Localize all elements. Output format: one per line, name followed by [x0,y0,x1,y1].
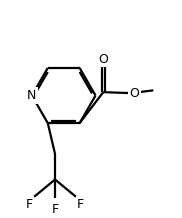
Text: F: F [26,198,33,211]
Text: O: O [98,53,108,66]
Text: F: F [52,203,59,216]
Text: N: N [27,89,37,102]
Text: F: F [77,198,84,211]
Text: O: O [130,87,140,100]
